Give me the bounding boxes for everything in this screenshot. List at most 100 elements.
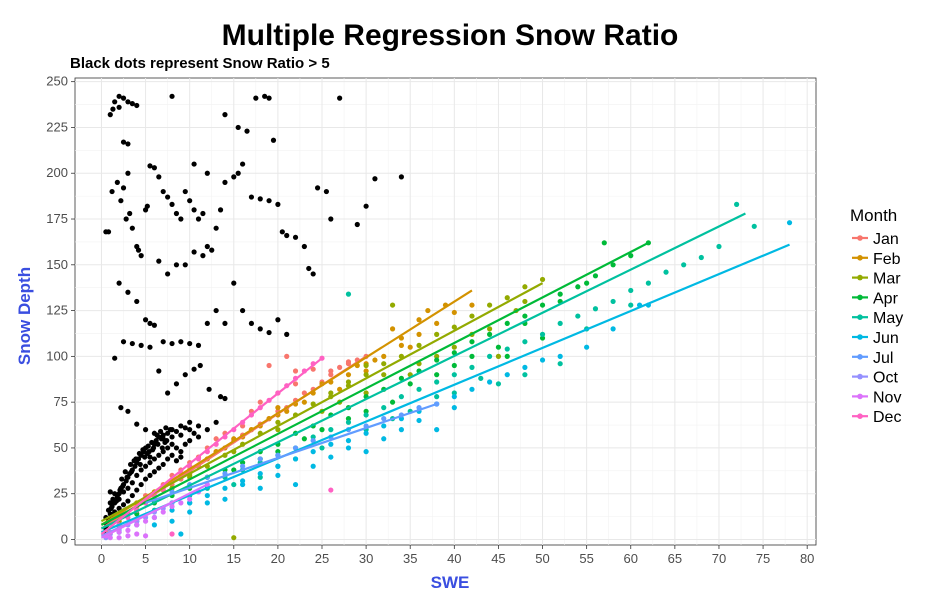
high-ratio-point [262,93,268,99]
data-point [275,449,281,455]
data-point [522,364,528,370]
data-point [381,372,387,378]
x-axis-title: SWE [431,573,470,592]
data-point [487,379,493,385]
high-ratio-point [109,188,115,195]
legend-key-point [857,314,863,321]
high-ratio-point [191,207,197,213]
y-axis-ticks: 0 25 50 75 100 125 150 175 200 225 250 [46,74,75,547]
high-ratio-point [173,428,180,435]
high-ratio-point [248,320,255,327]
high-ratio-point [156,452,162,458]
high-ratio-point [147,454,153,460]
legend-item-nov: Nov [852,389,901,406]
high-ratio-point [129,492,135,499]
high-ratio-points [101,93,404,537]
data-point [319,445,325,451]
data-point [240,463,246,469]
high-ratio-point [114,179,120,185]
high-ratio-point [244,128,250,134]
data-point [575,284,581,290]
data-point [610,326,616,332]
data-point [407,344,413,350]
high-ratio-point [120,339,127,345]
high-ratio-point [178,454,184,460]
high-ratio-point [328,216,334,222]
data-point [434,372,440,378]
data-point [398,427,404,433]
high-ratio-point [149,439,155,446]
high-ratio-point [284,232,290,239]
high-ratio-point [222,112,228,118]
data-point [116,535,122,541]
data-point [266,362,272,369]
high-ratio-point [125,408,131,414]
data-point [398,342,404,348]
high-ratio-point [178,339,184,345]
data-point [434,320,440,327]
legend-item-apr: Apr [852,290,899,307]
high-ratio-point [110,106,116,112]
high-ratio-point [123,216,129,222]
high-ratio-point [116,93,122,99]
y-tick-label: 175 [46,211,68,226]
high-ratio-point [398,174,404,180]
legend-item-may: May [852,310,903,327]
data-point [116,529,122,535]
high-ratio-point [124,474,130,480]
y-tick-label: 50 [54,440,68,455]
data-point [539,276,546,283]
data-point [628,287,634,294]
data-point [407,381,413,387]
high-ratio-point [275,317,281,323]
high-ratio-point [151,469,157,475]
high-ratio-point [182,425,188,431]
high-ratio-point [169,452,175,458]
high-ratio-point [125,289,131,295]
high-ratio-point [142,463,149,469]
regression-line-jun [101,243,790,534]
legend-label: May [873,310,903,327]
data-point [522,339,528,345]
high-ratio-point [266,329,272,336]
high-ratio-point [204,170,210,176]
high-ratio-point [120,139,127,145]
regression-lines [100,212,790,539]
high-ratio-point [156,258,162,264]
high-ratio-point [128,469,135,475]
legend-label: Nov [873,389,901,406]
high-ratio-point [167,427,173,433]
high-ratio-point [165,456,171,462]
high-ratio-point [173,262,180,268]
high-ratio-point [137,461,143,468]
y-tick-label: 25 [54,486,68,501]
data-point [345,438,352,444]
high-ratio-point [209,247,215,253]
y-tick-label: 200 [46,165,68,180]
data-point [257,474,263,480]
high-ratio-point [119,476,125,482]
high-ratio-point [231,280,237,286]
data-point [495,381,502,387]
high-ratio-point [231,174,237,180]
high-ratio-point [151,165,157,171]
x-tick-label: 80 [800,551,814,566]
high-ratio-point [323,188,330,195]
high-ratio-point [127,461,134,468]
high-ratio-point [217,207,224,213]
x-tick-label: 60 [624,551,638,566]
data-point [416,417,422,424]
high-ratio-point [200,253,206,259]
series-nov [103,481,210,541]
high-ratio-point [142,317,149,323]
data-point [716,243,722,250]
data-point [469,353,475,359]
high-ratio-point [187,419,193,425]
data-point [487,326,493,332]
high-ratio-point [169,201,175,207]
data-point [698,254,704,261]
data-point [142,518,149,524]
x-tick-label: 10 [182,551,196,566]
data-point [469,339,475,345]
x-tick-label: 40 [447,551,461,566]
